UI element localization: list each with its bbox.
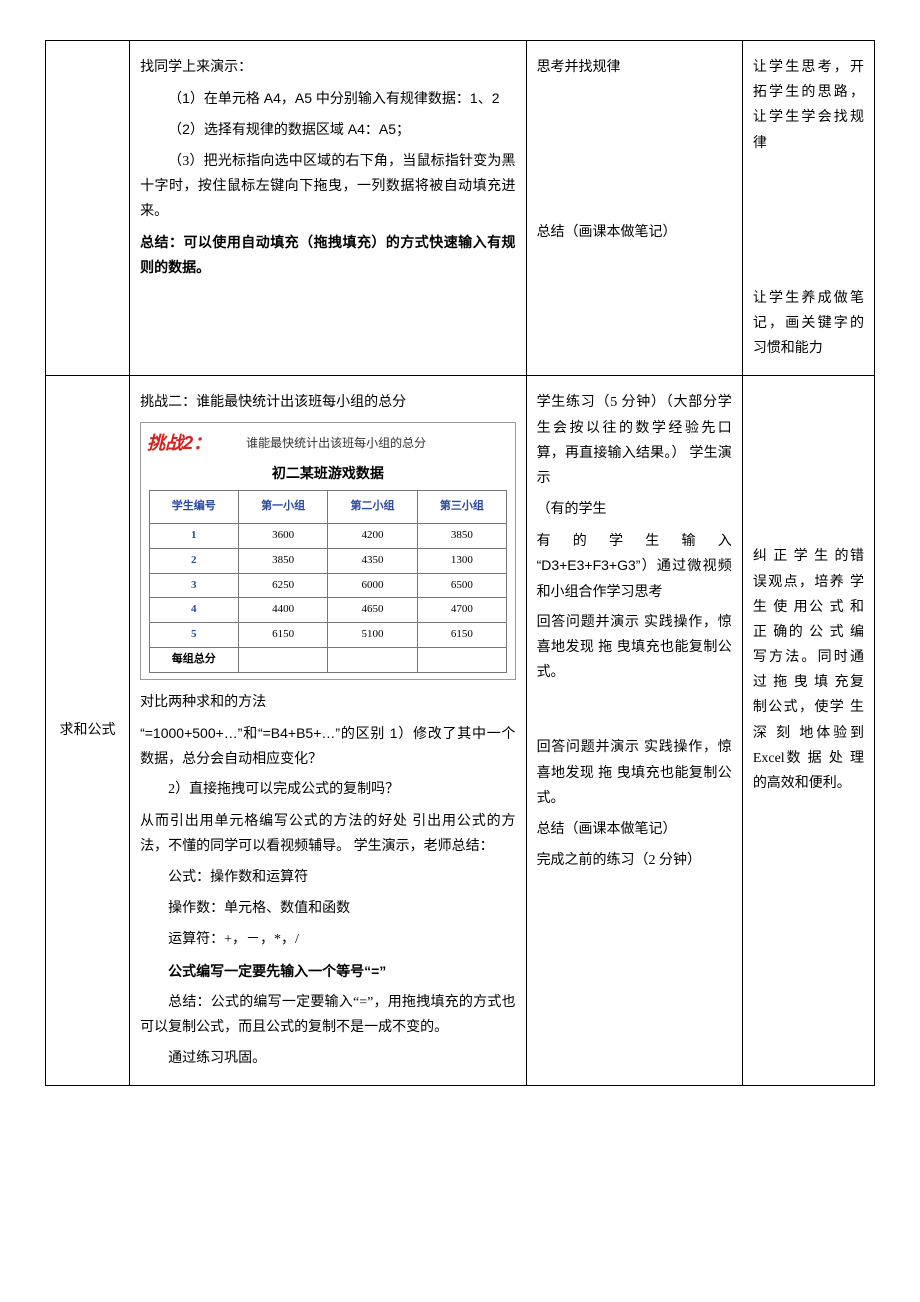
text: 回答问题并演示 实践操作，惊喜地发现 拖 曳填充也能复制公 式。: [537, 735, 732, 811]
cell: 2: [149, 548, 238, 573]
text: （2）选择有规律的数据区域 A4：A5；: [140, 117, 515, 142]
cell: 6000: [328, 573, 417, 598]
cell-teacher-activity-1: 找同学上来演示： （1）在单元格 A4，A5 中分别输入有规律数据：1、2 （2…: [130, 41, 526, 376]
text: （3）把光标指向选中区域的右下角，当鼠标指针变为黑十字时，按住鼠标左键向下拖曳，…: [140, 149, 515, 225]
cell: 3: [149, 573, 238, 598]
cell: 4650: [328, 598, 417, 623]
text: “=1000+500+…”和“=B4+B5+…”的区别 1）修改了其中一个数据，…: [140, 721, 515, 771]
cell-teacher-activity-2: 挑战二：谁能最快统计出该班每小组的总分 挑战2： 谁能最快统计出该班每小组的总分…: [130, 376, 526, 1086]
text: 公式：操作数和运算符: [140, 865, 515, 890]
text: 纠 正 学 生 的错误观点，培养 学 生 使 用公 式 和 正 确的 公 式 编…: [753, 544, 864, 796]
challenge-title: 挑战2： 谁能最快统计出该班每小组的总分: [141, 423, 514, 459]
challenge-heading: 初二某班游戏数据: [141, 459, 514, 490]
col-header: 学生编号: [149, 491, 238, 524]
text: 有 的 学 生 输 入 “D3+E3+F3+G3”）通过微视频和小组合作学习思考: [537, 528, 732, 604]
cell-stage-2: 求和公式: [46, 376, 130, 1086]
cell-student-activity-2: 学生练习（5 分钟）（大部分学生会按以往的数学经验先口算，再直接输入结果。） 学…: [526, 376, 742, 1086]
cell-intent-1: 让学生思考，开拓学生的思路，让学生学会找规律 让学生养成做笔记，画关键字的习惯和…: [742, 41, 874, 376]
cell: 1: [149, 524, 238, 549]
cell: 3600: [238, 524, 327, 549]
cell: 6150: [238, 623, 327, 648]
text: 完成之前的练习（2 分钟）: [537, 848, 732, 873]
bold-text: 公式编写一定要先输入一个等号“=”: [140, 959, 515, 984]
cell: 4400: [238, 598, 327, 623]
challenge-subtitle: 谁能最快统计出该班每小组的总分: [246, 433, 426, 455]
text: 总结：公式的编写一定要输入“=”，用拖拽填充的方式也可以复制公式，而且公式的复制…: [140, 990, 515, 1040]
text: 让学生养成做笔记，画关键字的习惯和能力: [753, 286, 864, 362]
cell: 4350: [328, 548, 417, 573]
cell: 4: [149, 598, 238, 623]
summary-text: 总结：可以使用自动填充（拖拽填充）的方式快速输入有规则的数据。: [140, 230, 515, 280]
text: 运算符：+，－，*，/: [140, 927, 515, 952]
text: 回答问题并演示 实践操作，惊喜地发现 拖 曳填充也能复制公 式。: [537, 610, 732, 686]
challenge-figure: 挑战2： 谁能最快统计出该班每小组的总分 初二某班游戏数据 学生编号 第一小组 …: [140, 422, 515, 680]
cell: 3850: [417, 524, 506, 549]
cell: [417, 648, 506, 673]
text: （1）在单元格 A4，A5 中分别输入有规律数据：1、2: [140, 86, 515, 111]
col-header: 第二小组: [328, 491, 417, 524]
lesson-plan-table: 找同学上来演示： （1）在单元格 A4，A5 中分别输入有规律数据：1、2 （2…: [45, 40, 875, 1086]
text: 让学生思考，开拓学生的思路，让学生学会找规律: [753, 55, 864, 156]
cell: 6250: [238, 573, 327, 598]
cell: 1300: [417, 548, 506, 573]
challenge-title-text: 挑战2：: [147, 433, 211, 453]
col-header: 第三小组: [417, 491, 506, 524]
cell: 4700: [417, 598, 506, 623]
cell: [328, 648, 417, 673]
table-row: 找同学上来演示： （1）在单元格 A4，A5 中分别输入有规律数据：1、2 （2…: [46, 41, 875, 376]
text: 找同学上来演示：: [140, 55, 515, 80]
cell: 6150: [417, 623, 506, 648]
data-table: 学生编号 第一小组 第二小组 第三小组 1 3600 4200: [149, 490, 508, 673]
text: （有的学生: [537, 497, 732, 522]
text: 通过练习巩固。: [140, 1046, 515, 1071]
text: 总结（画课本做笔记）: [537, 817, 732, 842]
text: 学生练习（5 分钟）（大部分学生会按以往的数学经验先口算，再直接输入结果。） 学…: [537, 390, 732, 491]
col-header: 第一小组: [238, 491, 327, 524]
cell-student-activity-1: 思考并找规律 总结（画课本做笔记）: [526, 41, 742, 376]
footer-label: 每组总分: [149, 648, 238, 673]
text: 挑战二：谁能最快统计出该班每小组的总分: [140, 390, 515, 415]
cell: 5100: [328, 623, 417, 648]
cell-intent-2: 纠 正 学 生 的错误观点，培养 学 生 使 用公 式 和 正 确的 公 式 编…: [742, 376, 874, 1086]
cell: 3850: [238, 548, 327, 573]
table-row: 求和公式 挑战二：谁能最快统计出该班每小组的总分 挑战2： 谁能最快统计出该班每…: [46, 376, 875, 1086]
cell-stage-1: [46, 41, 130, 376]
text: 操作数：单元格、数值和函数: [140, 896, 515, 921]
cell: 4200: [328, 524, 417, 549]
text: 从而引出用单元格编写公式的方法的好处 引出用公式的方法，不懂的同学可以看视频辅导…: [140, 809, 515, 859]
text: 2）直接拖拽可以完成公式的复制吗？: [140, 777, 515, 802]
cell: [238, 648, 327, 673]
cell: 5: [149, 623, 238, 648]
text: 总结（画课本做笔记）: [537, 220, 732, 245]
text: 思考并找规律: [537, 55, 732, 80]
cell: 6500: [417, 573, 506, 598]
text: 对比两种求和的方法: [140, 690, 515, 715]
